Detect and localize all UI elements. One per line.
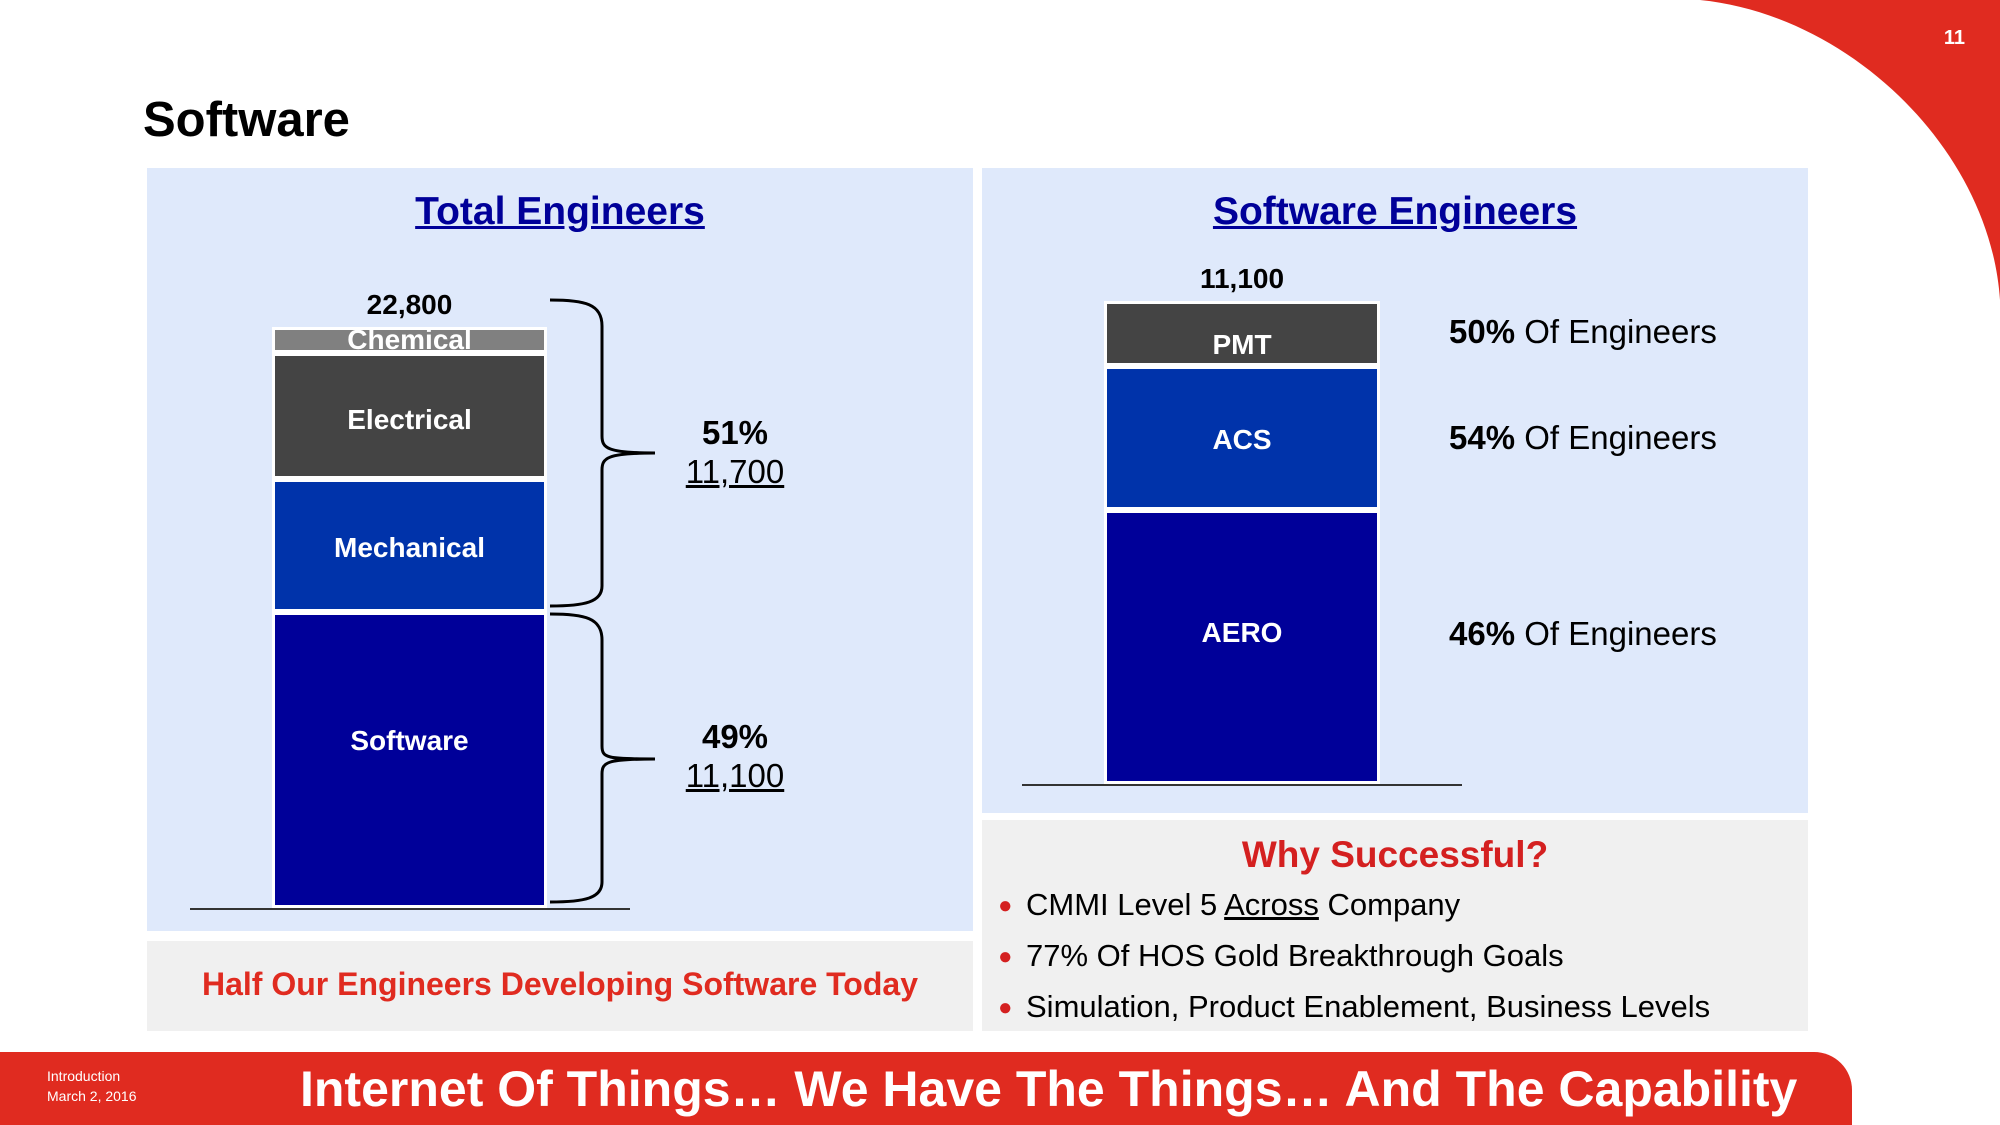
list-item: ● Simulation, Product Enablement, Busines… (998, 982, 1710, 1033)
bar-segment-acs: ACS (1104, 366, 1380, 510)
bar-segment-software: Software (272, 612, 547, 908)
bullet-icon: ● (998, 943, 1013, 970)
page-number: 11 (1943, 27, 1965, 49)
software-engineers-heading: Software Engineers (1212, 190, 1578, 233)
lower-group-pct: 49% (701, 718, 769, 755)
acs-share-pct: 54% (1449, 419, 1516, 456)
aero-share-note: 46% Of Engineers (1449, 615, 1717, 653)
why-successful-list: ● CMMI Level 5 Across Company ● 77% Of HOS… (998, 880, 1710, 1033)
acs-share-text: Of Engineers (1524, 419, 1717, 456)
footer-bar (0, 1052, 1852, 1125)
brace-group (549, 298, 656, 904)
bullet-icon: ● (998, 994, 1013, 1021)
chart-baseline (1022, 784, 1462, 786)
bullet-text-end: Company (1318, 887, 1461, 922)
segment-label: AERO (1201, 617, 1283, 649)
bullet-text: CMMI Level 5 (1026, 887, 1225, 922)
upper-group-label: 51% 11,700 (665, 414, 805, 492)
half-engineers-note: Half Our Engineers Developing Software T… (202, 966, 918, 1002)
aero-share-pct: 46% (1449, 615, 1516, 652)
segment-label: Electrical (347, 403, 472, 435)
bar-total-label: 11,100 (1199, 263, 1285, 294)
pmt-share-text: Of Engineers (1524, 313, 1717, 350)
acs-share-note: 54% Of Engineers (1449, 419, 1717, 457)
segment-label: Software (350, 725, 469, 756)
bar-segment-pmt: PMT (1104, 301, 1380, 367)
lower-group-count: 11,100 (685, 757, 785, 794)
upper-group-count: 11,700 (685, 453, 785, 490)
bullet-text: 77% Of HOS Gold Breakthrough Goals (1026, 938, 1564, 973)
pmt-share-note: 50% Of Engineers (1449, 313, 1717, 351)
total-engineers-heading: Total Engineers (415, 190, 705, 233)
upper-brace-icon (549, 298, 656, 608)
lower-group-label: 49% 11,100 (665, 718, 805, 796)
segment-label: Mechanical (334, 532, 485, 564)
footer-section: Introduction (47, 1068, 121, 1084)
bullet-icon: ● (998, 892, 1013, 919)
bullet-underlined: Across (1224, 887, 1319, 922)
corner-arc-shape (1700, 0, 2000, 300)
bar-segment-chemical: Chemical (272, 323, 547, 355)
aero-share-text: Of Engineers (1524, 615, 1717, 652)
segment-label: PMT (1212, 328, 1272, 360)
segment-label: Chemical (347, 323, 472, 355)
chart-baseline (190, 908, 630, 910)
bar-segment-mechanical: Mechanical (272, 478, 547, 612)
bullet-text: Simulation, Product Enablement, Business… (1026, 989, 1711, 1024)
lower-brace-icon (549, 612, 656, 904)
upper-group-pct: 51% (701, 414, 769, 451)
list-item: ● CMMI Level 5 Across Company (998, 880, 1710, 931)
footer-tagline: Internet Of Things… We Have The Things… … (300, 1061, 1798, 1117)
list-item: ● 77% Of HOS Gold Breakthrough Goals (998, 931, 1710, 982)
bar-segment-electrical: Electrical (272, 353, 547, 479)
segment-label: ACS (1212, 423, 1272, 455)
why-successful-title: Why Successful? (1241, 834, 1549, 875)
slide-title: Software (143, 93, 350, 147)
footer-date: March 2, 2016 (47, 1088, 137, 1104)
bar-segment-aero: AERO (1104, 509, 1380, 784)
left-note-box (147, 941, 973, 1031)
pmt-share-pct: 50% (1449, 313, 1516, 350)
bar-total-label: 22,800 (366, 288, 453, 320)
why-successful-box (982, 820, 1808, 1031)
